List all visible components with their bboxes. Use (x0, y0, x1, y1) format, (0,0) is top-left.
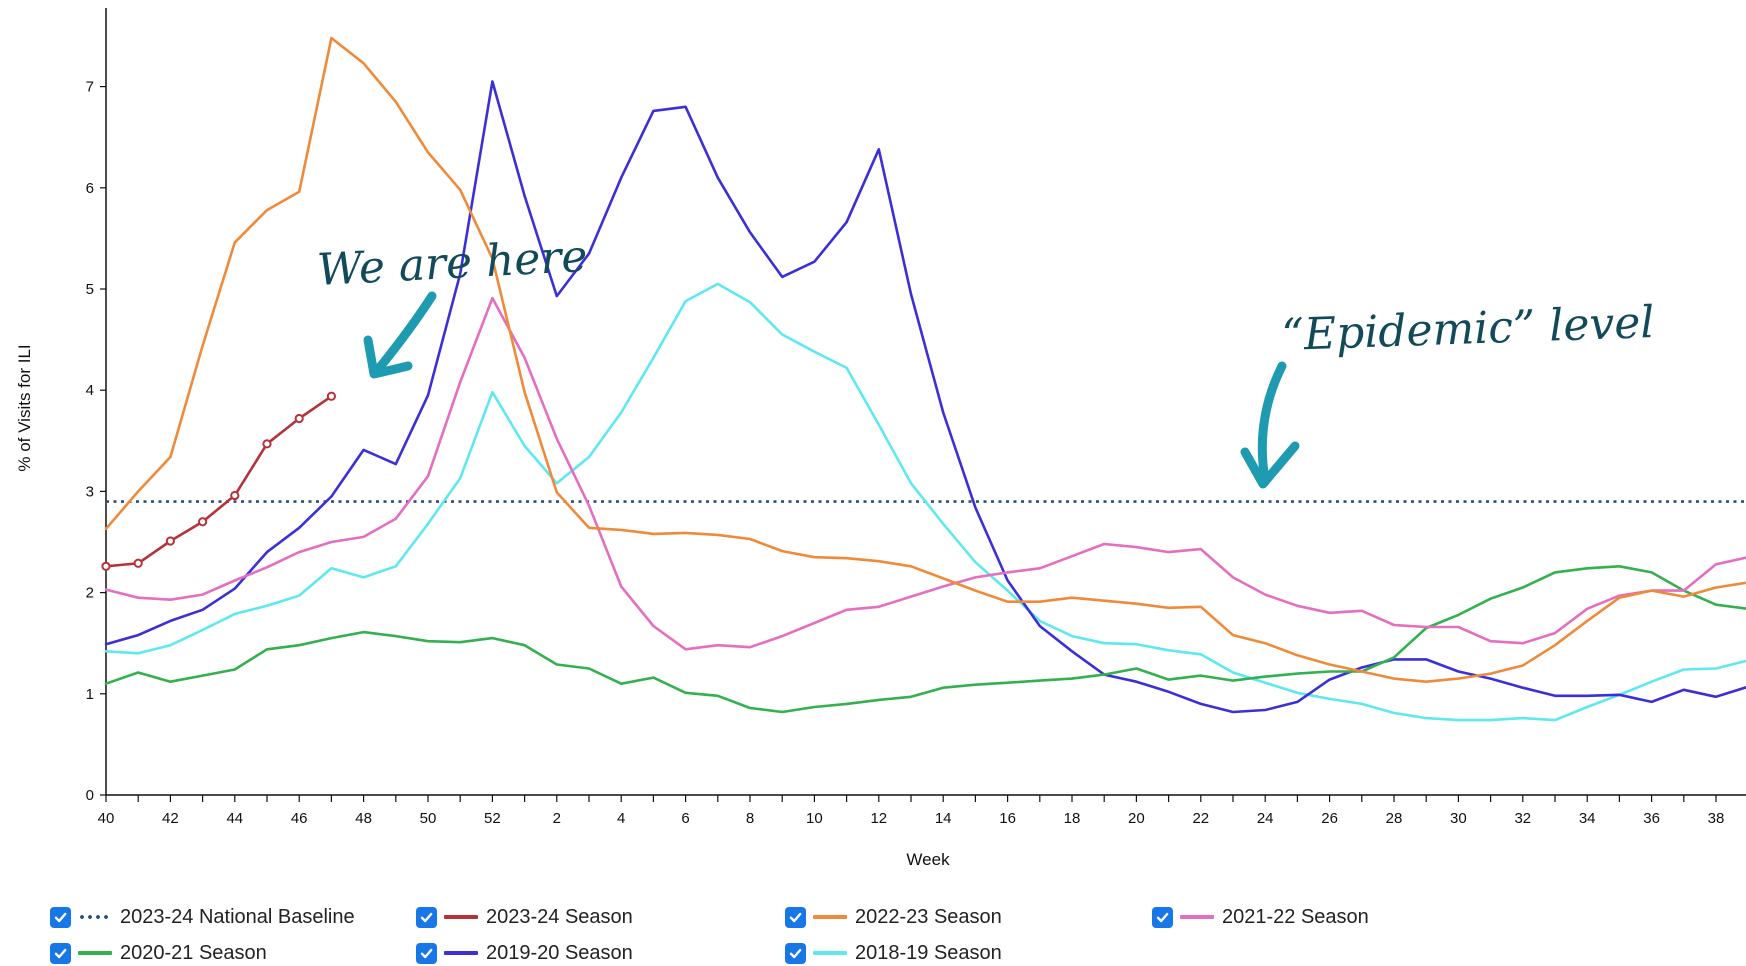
series-point (230, 490, 240, 501)
legend-swatch (78, 947, 112, 959)
series-point (165, 536, 175, 546)
checkbox-icon[interactable] (785, 942, 806, 964)
x-axis-title: Week (906, 850, 950, 869)
x-tick-label: 30 (1450, 810, 1467, 827)
series-line-2020-21-season (104, 564, 1746, 714)
x-tick-label: 18 (1064, 810, 1081, 827)
series-line-2022-23-season (104, 36, 1746, 684)
x-tick-label: 44 (226, 810, 243, 827)
x-tick-label: 6 (681, 810, 689, 827)
legend-item-national-baseline[interactable]: 2023-24 National Baseline (50, 904, 355, 930)
checkbox-icon[interactable] (416, 906, 437, 928)
x-tick-label: 34 (1579, 810, 1596, 827)
legend-swatch (78, 911, 112, 923)
x-tick-label: 8 (746, 810, 754, 827)
legend-label: 2018-19 Season (855, 941, 1002, 964)
series-line-2018-19-season (104, 282, 1746, 722)
series-line-2023-24-season (104, 394, 333, 568)
y-tick-label: 6 (86, 180, 94, 197)
series-point (133, 558, 143, 568)
series-point (101, 561, 111, 571)
annotation-epidemic-level: “Epidemic” level (1281, 297, 1656, 361)
x-tick-label: 10 (806, 810, 823, 827)
x-tick-label: 20 (1128, 810, 1145, 827)
legend-label: 2023-24 National Baseline (120, 905, 355, 928)
checkbox-icon[interactable] (785, 906, 806, 928)
y-tick-label: 0 (86, 787, 94, 804)
legend-label: 2023-24 Season (486, 905, 633, 928)
legend-swatch (813, 911, 847, 923)
annotation-we-are-here: We are here (316, 231, 589, 296)
x-tick-label: 28 (1386, 810, 1403, 827)
series-point (262, 439, 272, 449)
legend-swatch (444, 911, 478, 923)
x-tick-label: 22 (1192, 810, 1209, 827)
legend-label: 2021-22 Season (1222, 905, 1369, 928)
series-point (326, 391, 336, 401)
x-tick-label: 36 (1643, 810, 1660, 827)
legend-swatch (813, 947, 847, 959)
y-tick-label: 5 (86, 281, 94, 298)
checkbox-icon[interactable] (50, 906, 71, 928)
checkbox-icon[interactable] (416, 942, 437, 964)
series-point (198, 517, 208, 527)
legend-label: 2020-21 Season (120, 941, 267, 964)
legend-label: 2022-23 Season (855, 905, 1002, 928)
legend-item-2023-24-season[interactable]: 2023-24 Season (416, 904, 633, 930)
checkbox-icon[interactable] (1152, 906, 1173, 928)
x-tick-label: 46 (291, 810, 308, 827)
x-axis: 40 42 44 46 48 50 52 2 4 6 8 10 12 14 16 18 20 22 24 26 28 30… (98, 794, 1746, 827)
legend-item-2018-19-season[interactable]: 2018-19 Season (785, 940, 1002, 966)
series-layer (101, 36, 1746, 722)
x-tick-label: 24 (1257, 810, 1274, 827)
x-tick-label: 52 (484, 810, 501, 827)
x-tick-label: 12 (870, 810, 887, 827)
x-tick-label: 50 (420, 810, 437, 827)
x-tick-label: 38 (1708, 810, 1725, 827)
arrow-icon-we-are-here (363, 291, 437, 379)
x-tick-label: 16 (999, 810, 1016, 827)
legend-label: 2019-20 Season (486, 941, 633, 964)
y-tick-label: 7 (86, 79, 94, 96)
x-tick-label: 32 (1514, 810, 1531, 827)
legend: 2023-24 National Baseline 2023-24 Season… (50, 900, 1470, 964)
x-tick-label: 48 (355, 810, 372, 827)
x-tick-label: 14 (935, 810, 952, 827)
y-tick-label: 2 (86, 585, 94, 602)
x-tick-label: 4 (617, 810, 625, 827)
x-tick-label: 2 (553, 810, 561, 827)
y-axis: 0 1 2 3 4 5 6 7 (86, 8, 107, 804)
y-tick-label: 3 (86, 483, 94, 500)
y-axis-title: % of Visits for ILI (15, 344, 34, 471)
arrow-icon-epidemic-level (1240, 361, 1300, 489)
series-line-2021-22-season (104, 296, 1746, 651)
series-point (294, 413, 304, 424)
series-line-2019-20-season (104, 80, 1746, 714)
legend-item-2020-21-season[interactable]: 2020-21 Season (50, 940, 267, 966)
x-tick-label: 40 (98, 810, 115, 827)
legend-item-2021-22-season[interactable]: 2021-22 Season (1152, 904, 1369, 930)
legend-item-2022-23-season[interactable]: 2022-23 Season (785, 904, 1002, 930)
y-tick-label: 4 (86, 382, 94, 399)
legend-item-2019-20-season[interactable]: 2019-20 Season (416, 940, 633, 966)
x-tick-label: 26 (1321, 810, 1338, 827)
legend-swatch (444, 947, 478, 959)
y-tick-label: 1 (86, 686, 94, 703)
x-tick-label: 42 (162, 810, 179, 827)
legend-swatch (1180, 911, 1214, 923)
checkbox-icon[interactable] (50, 942, 71, 964)
